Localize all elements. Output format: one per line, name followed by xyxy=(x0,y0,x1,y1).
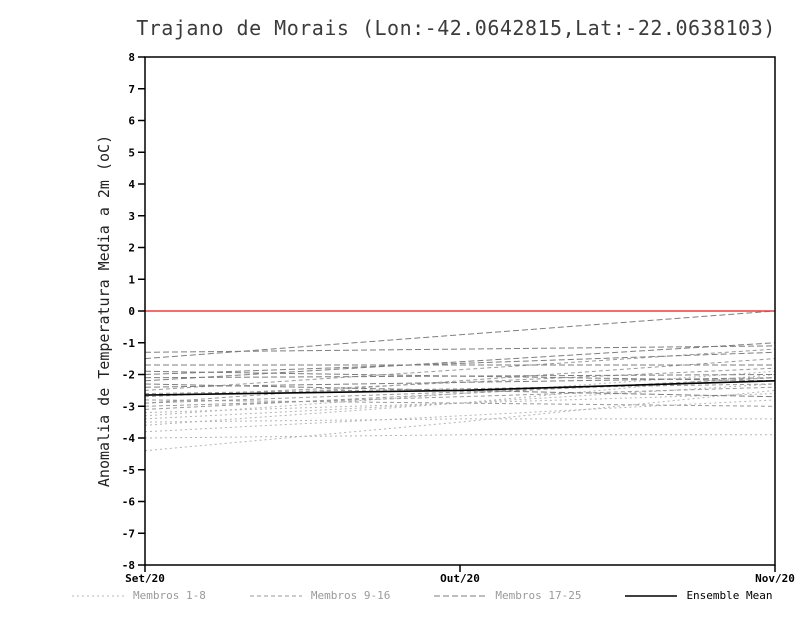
ensemble-member-line xyxy=(144,370,776,382)
legend-item-ensemble-mean: Ensemble Mean xyxy=(625,589,773,602)
y-tick-label: 8 xyxy=(128,51,135,64)
ensemble-member-line xyxy=(144,377,776,410)
y-tick-label: 1 xyxy=(128,273,135,286)
y-tick-label: -7 xyxy=(122,527,135,540)
ensemble-mean-line xyxy=(144,380,776,396)
legend-label: Ensemble Mean xyxy=(686,589,773,602)
y-tick-label: 0 xyxy=(128,305,135,318)
y-tick-label: -2 xyxy=(122,369,135,382)
dashed-line-icon xyxy=(434,595,487,596)
ensemble-member-line xyxy=(144,434,775,439)
legend-item-membros-1-8: Membros 1-8 xyxy=(72,589,206,602)
ensemble-member-line xyxy=(144,383,776,395)
y-tick-label: -4 xyxy=(122,432,136,445)
y-tick-label: 6 xyxy=(128,115,135,128)
dashed-line-icon xyxy=(72,595,124,596)
legend-label: Membros 9-16 xyxy=(310,589,391,602)
y-tick-label: -1 xyxy=(122,337,136,350)
ensemble-member-line xyxy=(144,389,776,452)
x-tick-label: Set/20 xyxy=(125,572,165,585)
ensemble-member-line xyxy=(144,345,776,353)
ensemble-member-line xyxy=(144,342,776,382)
dashed-line-icon xyxy=(249,595,302,596)
solid-line-icon xyxy=(625,594,678,597)
y-tick-label: 7 xyxy=(128,83,135,96)
y-tick-label: 4 xyxy=(128,178,135,191)
legend-label: Membros 17-25 xyxy=(495,589,582,602)
y-tick-label: -3 xyxy=(122,400,135,413)
y-tick-label: -5 xyxy=(122,464,135,477)
legend-item-membros-17-25: Membros 17-25 xyxy=(434,589,581,602)
legend: Membros 1-8 Membros 9-16 Membros 17-25 E… xyxy=(72,589,773,602)
legend-label: Membros 1-8 xyxy=(133,589,206,602)
ensemble-member-line xyxy=(144,351,776,375)
ensemble-member-line xyxy=(144,418,775,423)
y-tick-label: 2 xyxy=(128,242,135,255)
legend-item-membros-9-16: Membros 9-16 xyxy=(249,589,391,602)
ensemble-member-line xyxy=(144,358,776,404)
ensemble-member-line xyxy=(144,310,776,360)
y-tick-label: 5 xyxy=(128,146,135,159)
ensemble-member-line xyxy=(144,399,776,407)
y-tick-label: 3 xyxy=(128,210,135,223)
y-tick-label: -6 xyxy=(122,496,136,509)
chart-title: Trajano de Morais (Lon:-42.0642815,Lat:-… xyxy=(136,16,776,40)
ensemble-member-line xyxy=(144,386,776,407)
y-tick-label: -8 xyxy=(122,559,135,572)
x-tick-label: Nov/20 xyxy=(755,572,795,585)
x-tick-label: Out/20 xyxy=(440,572,480,585)
